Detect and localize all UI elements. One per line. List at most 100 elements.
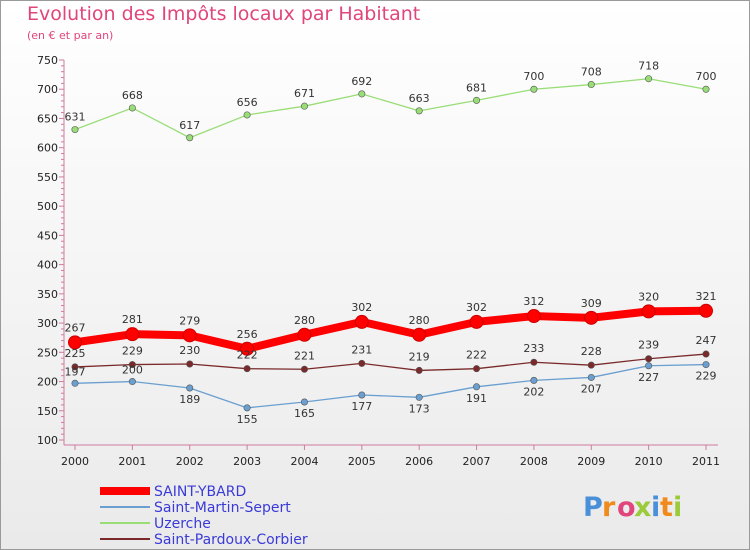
data-point-saint-martin-sepert	[358, 391, 366, 399]
y-tick-label: 150	[37, 405, 58, 418]
data-point-saint-martin-sepert	[645, 362, 653, 370]
y-tick-label: 500	[37, 200, 58, 213]
data-label-saint-pardoux-corbier: 239	[638, 339, 659, 352]
y-tick-label: 400	[37, 259, 58, 272]
data-point-saint-pardoux-corbier	[243, 365, 251, 373]
data-label-saint-martin-sepert: 197	[65, 365, 86, 378]
data-point-saint-martin-sepert	[243, 404, 251, 412]
data-point-uzerche	[186, 134, 194, 142]
data-point-saint-martin-sepert	[415, 393, 423, 401]
data-point-saint-martin-sepert	[530, 376, 538, 384]
logo-letter: o	[617, 492, 636, 523]
legend-label-saint-pardoux-corbier: Saint-Pardoux-Corbier	[154, 532, 308, 548]
data-label-saint-ybard: 267	[65, 321, 86, 334]
data-label-uzerche: 671	[294, 87, 315, 100]
data-label-saint-martin-sepert: 202	[523, 385, 544, 398]
data-point-saint-ybard	[412, 327, 427, 342]
x-tick-label: 2010	[635, 455, 663, 468]
data-label-saint-pardoux-corbier: 229	[122, 345, 143, 358]
data-point-saint-ybard	[526, 309, 541, 324]
x-tick-label: 2011	[692, 455, 720, 468]
data-label-uzerche: 708	[581, 66, 602, 79]
data-label-saint-pardoux-corbier: 228	[581, 345, 602, 358]
data-point-saint-ybard	[699, 303, 713, 318]
data-label-saint-ybard: 320	[638, 290, 659, 303]
data-label-saint-ybard: 302	[466, 301, 487, 314]
legend-label-uzerche: Uzerche	[154, 516, 211, 532]
series-line-saint-pardoux-corbier	[74, 353, 707, 372]
data-label-saint-pardoux-corbier: 221	[294, 349, 315, 362]
data-point-saint-pardoux-corbier	[300, 365, 308, 373]
data-label-saint-pardoux-corbier: 219	[409, 350, 430, 363]
data-label-saint-pardoux-corbier: 231	[351, 343, 372, 356]
series-saint-martin-sepert	[71, 361, 710, 412]
x-tick-label: 2006	[405, 455, 433, 468]
data-point-uzerche	[128, 104, 136, 112]
data-label-saint-martin-sepert: 207	[581, 382, 602, 395]
data-point-uzerche	[415, 107, 423, 115]
data-label-saint-martin-sepert: 191	[466, 392, 487, 405]
x-tick-label: 2008	[520, 455, 548, 468]
series-saint-ybard	[68, 303, 713, 356]
data-point-uzerche	[702, 85, 710, 93]
series-line-saint-martin-sepert	[74, 363, 707, 409]
logo-letter: x	[634, 492, 651, 523]
data-point-uzerche	[645, 75, 653, 83]
data-label-saint-pardoux-corbier: 225	[65, 347, 86, 360]
legend: SAINT-YBARDSaint-Martin-SepertUzercheSai…	[100, 484, 308, 548]
data-label-uzerche: 700	[523, 70, 544, 83]
x-tick-label: 2000	[61, 455, 89, 468]
logo-letter: P	[583, 492, 603, 523]
data-point-saint-pardoux-corbier	[587, 361, 595, 369]
data-point-saint-pardoux-corbier	[358, 359, 366, 367]
series-line-uzerche	[74, 78, 707, 139]
y-tick-label: 300	[37, 317, 58, 330]
y-tick-label: 550	[37, 171, 58, 184]
y-tick-label: 700	[37, 83, 58, 96]
data-label-saint-pardoux-corbier: 247	[696, 334, 717, 347]
data-label-uzerche: 668	[122, 89, 143, 102]
data-point-saint-pardoux-corbier	[128, 361, 136, 369]
data-label-saint-pardoux-corbier: 233	[523, 342, 544, 355]
x-tick-label: 2004	[290, 455, 318, 468]
data-point-saint-pardoux-corbier	[645, 355, 653, 363]
data-label-saint-ybard: 302	[351, 301, 372, 314]
data-label-uzerche: 631	[65, 111, 86, 124]
series-uzerche	[71, 75, 710, 142]
chart-title: Evolution des Impôts locaux par Habitant	[27, 3, 421, 25]
x-tick-label: 2002	[176, 455, 204, 468]
data-point-saint-martin-sepert	[128, 378, 136, 386]
y-tick-label: 250	[37, 346, 58, 359]
data-point-uzerche	[473, 96, 481, 104]
data-label-uzerche: 656	[237, 96, 258, 109]
legend-label-saint-martin-sepert: Saint-Martin-Sepert	[154, 500, 291, 516]
data-point-uzerche	[243, 111, 251, 119]
data-point-saint-ybard	[469, 314, 484, 329]
x-tick-label: 2003	[233, 455, 261, 468]
data-label-saint-ybard: 321	[696, 290, 717, 303]
data-point-uzerche	[587, 81, 595, 89]
data-point-uzerche	[71, 126, 79, 134]
data-point-saint-pardoux-corbier	[71, 363, 79, 371]
data-label-saint-ybard: 309	[581, 297, 602, 310]
data-point-saint-martin-sepert	[473, 383, 481, 391]
data-point-saint-ybard	[68, 335, 82, 350]
data-point-saint-ybard	[125, 327, 140, 342]
chart-subtitle: (en € et par an)	[27, 29, 114, 42]
data-point-uzerche	[530, 85, 538, 93]
data-label-saint-martin-sepert: 200	[122, 364, 143, 377]
y-tick-label: 350	[37, 288, 58, 301]
data-label-saint-martin-sepert: 227	[638, 371, 659, 384]
logo-letter: i	[651, 492, 660, 523]
data-point-uzerche	[358, 90, 366, 98]
data-point-saint-ybard	[354, 314, 369, 329]
data-point-saint-martin-sepert	[587, 373, 595, 381]
data-label-saint-ybard: 281	[122, 313, 143, 326]
data-point-saint-martin-sepert	[300, 398, 308, 406]
data-point-saint-pardoux-corbier	[186, 360, 194, 368]
y-tick-label: 650	[37, 112, 58, 125]
data-label-uzerche: 700	[696, 70, 717, 83]
data-label-saint-ybard: 256	[237, 328, 258, 341]
data-label-uzerche: 663	[409, 92, 430, 105]
